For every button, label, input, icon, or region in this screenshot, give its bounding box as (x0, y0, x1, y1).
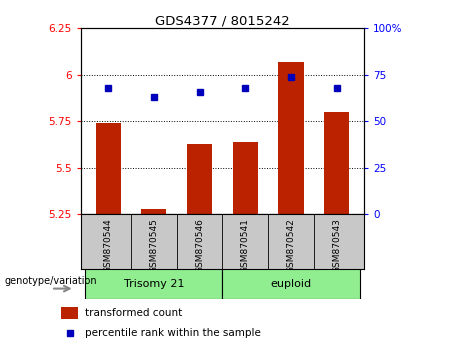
FancyBboxPatch shape (223, 269, 360, 299)
Bar (95, 123, 121, 214)
Text: GSM870545: GSM870545 (149, 218, 158, 273)
Bar (141, 209, 166, 214)
Text: GSM870542: GSM870542 (287, 218, 296, 273)
Text: genotype/variation: genotype/variation (5, 275, 97, 286)
Text: GSM870541: GSM870541 (241, 218, 250, 273)
Text: euploid: euploid (271, 279, 312, 289)
Text: GSM870546: GSM870546 (195, 218, 204, 273)
Text: percentile rank within the sample: percentile rank within the sample (85, 328, 261, 338)
Title: GDS4377 / 8015242: GDS4377 / 8015242 (155, 14, 290, 27)
Text: GSM870543: GSM870543 (332, 218, 341, 273)
Bar (233, 142, 258, 214)
Text: Trisomy 21: Trisomy 21 (124, 279, 184, 289)
Bar (61, 307, 78, 319)
Text: transformed count: transformed count (85, 308, 183, 318)
Bar (324, 112, 349, 214)
Bar (187, 143, 212, 214)
Text: GSM870544: GSM870544 (104, 218, 112, 273)
FancyBboxPatch shape (85, 269, 223, 299)
Bar (278, 62, 304, 214)
